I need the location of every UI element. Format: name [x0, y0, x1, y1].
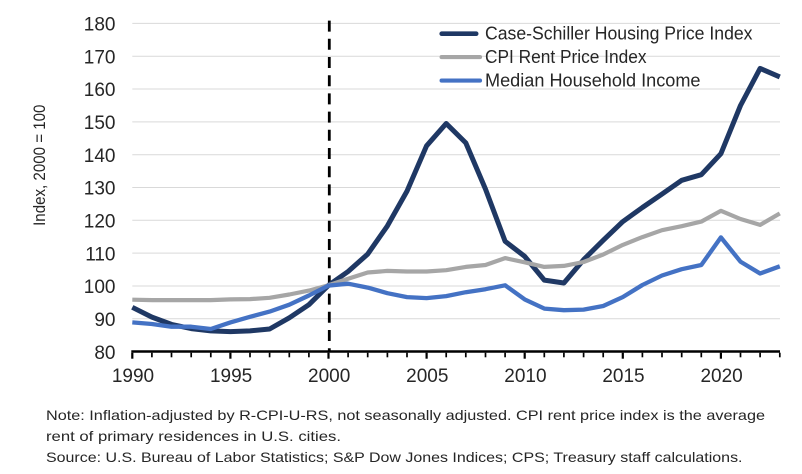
svg-text:Case-Schiller Housing Price In: Case-Schiller Housing Price Index	[485, 23, 753, 44]
svg-text:140: 140	[84, 146, 116, 167]
svg-text:2010: 2010	[504, 366, 546, 387]
svg-text:90: 90	[94, 310, 115, 331]
svg-text:Source: U.S. Bureau of Labor S: Source: U.S. Bureau of Labor Statistics;…	[46, 449, 743, 465]
svg-text:120: 120	[84, 212, 116, 233]
svg-text:180: 180	[84, 15, 116, 36]
svg-text:Index, 2000 = 100: Index, 2000 = 100	[30, 105, 49, 226]
svg-text:80: 80	[94, 343, 115, 364]
svg-text:2015: 2015	[602, 366, 644, 387]
svg-text:2000: 2000	[308, 366, 350, 387]
svg-text:130: 130	[84, 179, 116, 200]
svg-text:160: 160	[84, 80, 116, 101]
svg-text:Median Household Income: Median Household Income	[485, 70, 701, 91]
svg-text:100: 100	[84, 277, 116, 298]
svg-text:2005: 2005	[406, 366, 448, 387]
svg-text:2020: 2020	[700, 366, 742, 387]
svg-text:150: 150	[84, 113, 116, 134]
svg-text:170: 170	[84, 47, 116, 68]
svg-text:1990: 1990	[112, 366, 154, 387]
svg-text:rent of primary residences in: rent of primary residences in U.S. citie…	[46, 428, 341, 444]
svg-text:1995: 1995	[210, 366, 252, 387]
svg-text:Note: Inflation-adjusted by R-: Note: Inflation-adjusted by R-CPI-U-RS, …	[46, 407, 765, 423]
svg-text:110: 110	[85, 244, 115, 265]
svg-text:CPI Rent Price Index: CPI Rent Price Index	[485, 46, 647, 67]
